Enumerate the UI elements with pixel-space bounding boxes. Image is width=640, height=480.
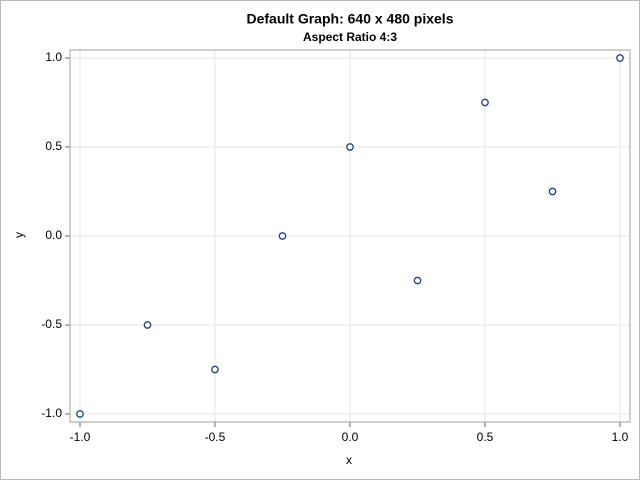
y-tick-label: -1.0 <box>41 406 62 420</box>
chart-subtitle: Aspect Ratio 4:3 <box>303 30 397 44</box>
x-tick-label: -0.5 <box>205 430 226 444</box>
x-axis-label: x <box>346 453 352 467</box>
y-tick-label: 0.5 <box>45 139 62 153</box>
y-axis-label: y <box>12 232 26 238</box>
x-tick-label: 0.0 <box>342 430 359 444</box>
y-tick-label: 0.0 <box>45 228 62 242</box>
point <box>346 143 354 151</box>
plot-frame <box>69 49 631 423</box>
point <box>413 276 422 285</box>
y-tick-label: -0.5 <box>41 317 62 331</box>
x-tick-label: 0.5 <box>477 430 494 444</box>
point <box>76 410 84 418</box>
point <box>211 365 219 374</box>
point <box>481 98 489 107</box>
y-tick-label: 1.0 <box>45 50 62 64</box>
x-tick-label: 1.0 <box>612 430 629 444</box>
point <box>548 187 557 196</box>
point <box>278 232 287 240</box>
point <box>616 54 624 62</box>
point <box>143 321 152 329</box>
x-tick-label: -1.0 <box>70 430 91 444</box>
chart-title: Default Graph: 640 x 480 pixels <box>247 11 454 27</box>
